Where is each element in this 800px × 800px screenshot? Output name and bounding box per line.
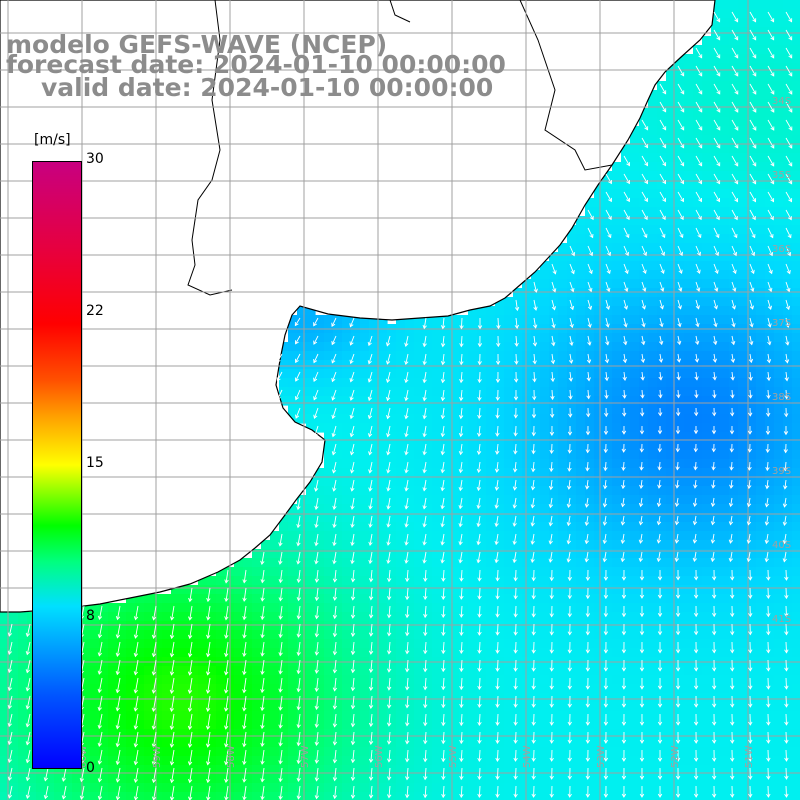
- lon-label: 54W: [522, 745, 533, 768]
- lon-label: 53W: [596, 745, 607, 768]
- colorbar-tick-22: 22: [86, 303, 104, 319]
- lon-label: 58W: [226, 745, 237, 768]
- lat-label: 37S: [772, 318, 791, 329]
- colorbar-units-label: [m/s]: [34, 132, 71, 148]
- lat-label: 40S: [772, 540, 791, 551]
- colorbar: [32, 161, 82, 769]
- lon-label: 59W: [152, 745, 163, 768]
- lon-label: 56W: [374, 745, 385, 768]
- model-title: modelo GEFS-WAVE (NCEP): [6, 30, 388, 59]
- border-line-north: [519, 0, 613, 171]
- wind-arrows: [7, 11, 793, 800]
- border-line-top: [389, 0, 411, 23]
- colorbar-tick-15: 15: [86, 455, 104, 471]
- lat-label: 41S: [772, 614, 791, 625]
- colorbar-tick-30: 30: [86, 151, 104, 167]
- lon-label: 60W: [78, 745, 89, 768]
- colorbar-tick-0: 0: [86, 760, 95, 776]
- lon-label: 57W: [300, 745, 311, 768]
- border-line-west: [187, 0, 233, 296]
- lat-label: 34S: [772, 96, 791, 107]
- lat-label: 35S: [772, 170, 791, 181]
- colorbar-tick-8: 8: [86, 608, 95, 624]
- grid-labels: 34S 35S 36S 37S 38S 39S 40S 41S 60W 59W 58W 57W 56W 5…: [78, 96, 791, 768]
- coastline: [0, 0, 716, 613]
- lat-label: 36S: [772, 244, 791, 255]
- forecast-date-title: forecast date: 2024-01-10 00:00:00: [6, 50, 506, 79]
- lat-label: 38S: [772, 392, 791, 403]
- lat-label: 39S: [772, 466, 791, 477]
- lon-label: 51W: [744, 745, 755, 768]
- land-area: [0, 0, 716, 613]
- lon-label: 55W: [448, 745, 459, 768]
- valid-date-title: valid date: 2024-01-10 00:00:00: [41, 73, 494, 102]
- lon-label: 52W: [670, 745, 681, 768]
